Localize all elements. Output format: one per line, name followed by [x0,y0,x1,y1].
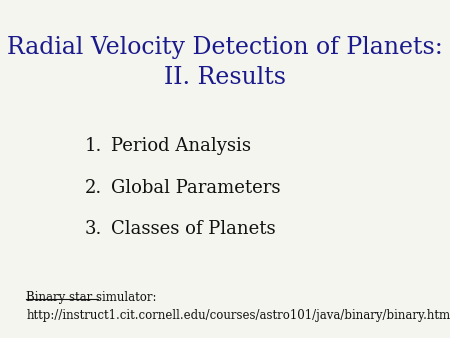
Text: Binary star simulator:: Binary star simulator: [26,291,157,304]
Text: http://instruct1.cit.cornell.edu/courses/astro101/java/binary/binary.htm#instruc: http://instruct1.cit.cornell.edu/courses… [26,309,450,322]
Text: Global Parameters: Global Parameters [111,178,280,196]
Text: 2.: 2. [85,178,102,196]
Text: Period Analysis: Period Analysis [111,137,251,155]
Text: Radial Velocity Detection of Planets:
II. Results: Radial Velocity Detection of Planets: II… [7,35,443,89]
Text: 3.: 3. [85,220,102,238]
Text: 1.: 1. [85,137,102,155]
Text: Classes of Planets: Classes of Planets [111,220,275,238]
